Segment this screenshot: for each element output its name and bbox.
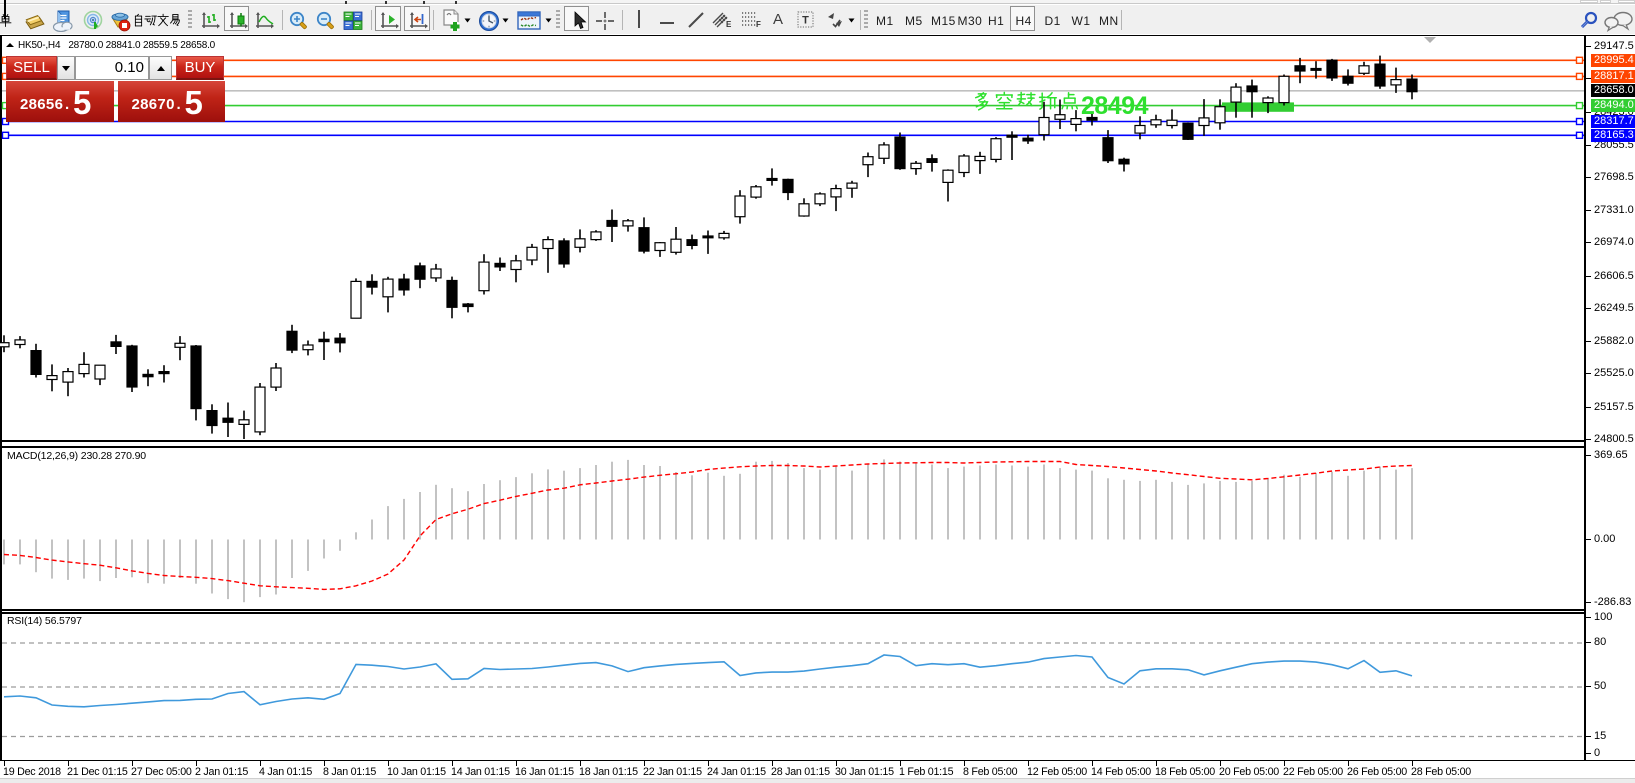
svg-text:T: T (802, 15, 809, 27)
